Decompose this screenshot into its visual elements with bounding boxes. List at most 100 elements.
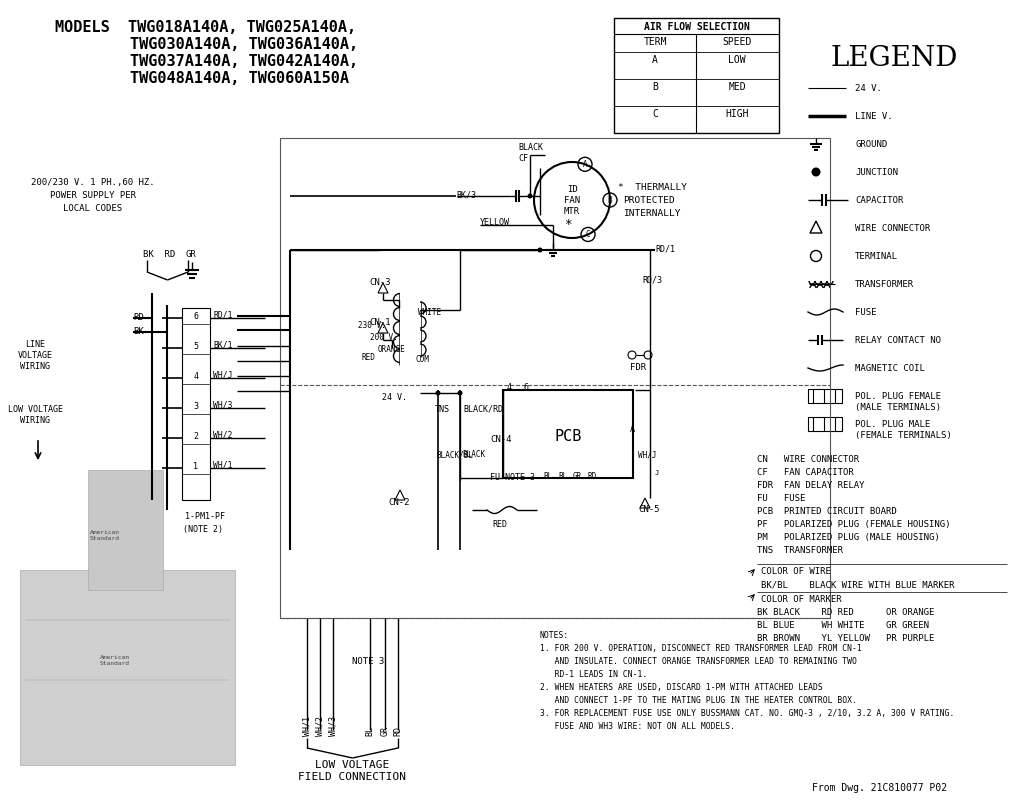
Text: RD: RD xyxy=(588,472,597,481)
Text: WH/1: WH/1 xyxy=(213,460,232,469)
Text: CF   FAN CAPACITOR: CF FAN CAPACITOR xyxy=(757,468,854,477)
Text: LOW: LOW xyxy=(728,55,745,65)
Text: AND CONNECT 1-PF TO THE MATING PLUG IN THE HEATER CONTROL BOX.: AND CONNECT 1-PF TO THE MATING PLUG IN T… xyxy=(540,696,857,705)
Text: GR: GR xyxy=(381,726,389,736)
Text: BLACK/BL: BLACK/BL xyxy=(436,450,473,459)
Text: BLACK: BLACK xyxy=(462,450,485,459)
Text: FU   FUSE: FU FUSE xyxy=(757,494,805,503)
Text: ORANGE: ORANGE xyxy=(378,345,406,354)
Text: 3. FOR REPLACEMENT FUSE USE ONLY BUSSMANN CAT. NO. GMQ-3 , 2/10, 3.2 A, 300 V RA: 3. FOR REPLACEMENT FUSE USE ONLY BUSSMAN… xyxy=(540,709,954,718)
Text: *  THERMALLY: * THERMALLY xyxy=(618,183,687,192)
Text: POWER SUPPLY PER: POWER SUPPLY PER xyxy=(50,191,136,200)
Bar xyxy=(614,18,779,133)
Text: PM   POLARIZED PLUG (MALE HOUSING): PM POLARIZED PLUG (MALE HOUSING) xyxy=(757,533,940,542)
Text: BK/3: BK/3 xyxy=(456,190,476,199)
Circle shape xyxy=(538,248,543,253)
Text: 24 V.: 24 V. xyxy=(382,393,407,402)
Text: WIRE CONNECTOR: WIRE CONNECTOR xyxy=(855,224,930,233)
Text: WH/2: WH/2 xyxy=(315,716,325,736)
Text: RD-1 LEADS IN CN-1.: RD-1 LEADS IN CN-1. xyxy=(540,670,647,679)
Text: RELAY CONTACT NO: RELAY CONTACT NO xyxy=(855,336,941,345)
Text: WH/1: WH/1 xyxy=(302,716,311,736)
Text: CAPACITOR: CAPACITOR xyxy=(855,196,903,205)
Text: 6: 6 xyxy=(524,383,529,392)
Text: C: C xyxy=(652,109,658,119)
Text: RED: RED xyxy=(492,520,507,529)
Text: American
Standard: American Standard xyxy=(100,655,130,666)
Text: TWG030A140A, TWG036A140A,: TWG030A140A, TWG036A140A, xyxy=(130,37,358,52)
Text: FDR: FDR xyxy=(630,363,646,372)
Text: WH/3: WH/3 xyxy=(213,400,232,409)
Text: C: C xyxy=(586,230,591,240)
Text: 6: 6 xyxy=(194,312,199,321)
Text: MED: MED xyxy=(728,82,745,92)
Text: RD/3: RD/3 xyxy=(642,276,662,285)
Bar xyxy=(20,570,234,765)
Text: MODELS  TWG018A140A, TWG025A140A,: MODELS TWG018A140A, TWG025A140A, xyxy=(55,20,356,35)
Text: WH/J: WH/J xyxy=(638,451,656,460)
Text: TRANSFORMER: TRANSFORMER xyxy=(855,280,914,289)
Text: 1: 1 xyxy=(194,462,199,471)
Text: 5: 5 xyxy=(194,342,199,351)
Text: FU NOTE 3: FU NOTE 3 xyxy=(490,473,535,482)
Text: *: * xyxy=(564,218,571,231)
Text: 3: 3 xyxy=(194,402,199,411)
Circle shape xyxy=(435,391,440,395)
Text: BK/1: BK/1 xyxy=(213,340,232,349)
Text: BK BLACK    RD RED      OR ORANGE: BK BLACK RD RED OR ORANGE xyxy=(757,608,934,617)
Text: 24 V.: 24 V. xyxy=(855,84,882,93)
Text: COLOR OF MARKER: COLOR OF MARKER xyxy=(761,595,842,604)
Bar xyxy=(280,138,830,618)
Text: GR: GR xyxy=(573,472,583,481)
Text: WH/2: WH/2 xyxy=(213,430,232,439)
Text: BLACK/RD: BLACK/RD xyxy=(463,405,503,414)
Text: COLOR OF WIRE: COLOR OF WIRE xyxy=(761,567,830,576)
Text: A: A xyxy=(652,55,658,65)
Text: CF: CF xyxy=(518,154,528,163)
Text: ID: ID xyxy=(566,185,578,194)
Text: MTR: MTR xyxy=(564,207,580,216)
Circle shape xyxy=(458,391,463,395)
Text: NOTES:: NOTES: xyxy=(540,631,569,640)
Text: GR: GR xyxy=(186,250,197,259)
Bar xyxy=(808,417,842,431)
Text: BR BROWN    YL YELLOW   PR PURPLE: BR BROWN YL YELLOW PR PURPLE xyxy=(757,634,934,643)
Text: PROTECTED: PROTECTED xyxy=(623,196,675,205)
Text: CN-5: CN-5 xyxy=(638,505,659,514)
Text: 1-PM: 1-PM xyxy=(185,512,205,521)
Text: HIGH: HIGH xyxy=(725,109,749,119)
Text: RD/1: RD/1 xyxy=(655,244,675,253)
Text: B: B xyxy=(607,196,612,205)
Text: BK/BL    BLACK WIRE WITH BLUE MARKER: BK/BL BLACK WIRE WITH BLUE MARKER xyxy=(761,580,954,589)
Text: RD/1: RD/1 xyxy=(213,310,232,319)
Text: CN-4: CN-4 xyxy=(490,435,512,444)
Text: PF   POLARIZED PLUG (FEMALE HOUSING): PF POLARIZED PLUG (FEMALE HOUSING) xyxy=(757,520,950,529)
Text: PCB  PRINTED CIRCUIT BOARD: PCB PRINTED CIRCUIT BOARD xyxy=(757,507,897,516)
Text: TNS  TRANSFORMER: TNS TRANSFORMER xyxy=(757,546,843,555)
Text: LEGEND: LEGEND xyxy=(830,45,957,72)
Text: 4: 4 xyxy=(194,372,199,381)
Text: (FEMALE TERMINALS): (FEMALE TERMINALS) xyxy=(855,431,951,440)
Text: FUSE: FUSE xyxy=(855,308,877,317)
Text: FDR  FAN DELAY RELAY: FDR FAN DELAY RELAY xyxy=(757,481,864,490)
Text: 200/230 V. 1 PH.,60 HZ.: 200/230 V. 1 PH.,60 HZ. xyxy=(31,178,155,187)
Text: B: B xyxy=(652,82,658,92)
Bar xyxy=(182,308,210,500)
Text: (MALE TERMINALS): (MALE TERMINALS) xyxy=(855,403,941,412)
Text: LINE V.: LINE V. xyxy=(855,112,893,121)
Text: A: A xyxy=(583,160,588,169)
Text: COM: COM xyxy=(415,355,429,364)
Text: POL. PLUG MALE: POL. PLUG MALE xyxy=(855,420,930,429)
Text: BK: BK xyxy=(133,327,143,336)
Text: 1. FOR 200 V. OPERATION, DISCONNECT RED TRANSFORMER LEAD FROM CN-1: 1. FOR 200 V. OPERATION, DISCONNECT RED … xyxy=(540,644,862,653)
Text: 2. WHEN HEATERS ARE USED, DISCARD 1-PM WITH ATTACHED LEADS: 2. WHEN HEATERS ARE USED, DISCARD 1-PM W… xyxy=(540,683,822,692)
Text: CN-2: CN-2 xyxy=(388,498,410,507)
Text: 2: 2 xyxy=(194,432,199,441)
Text: TWG048A140A, TWG060A150A: TWG048A140A, TWG060A150A xyxy=(130,71,349,86)
Text: LOCAL CODES: LOCAL CODES xyxy=(63,204,123,213)
Text: RD: RD xyxy=(393,726,402,736)
Text: WHITE: WHITE xyxy=(418,308,441,317)
Text: TERMINAL: TERMINAL xyxy=(855,252,898,261)
Text: 4: 4 xyxy=(507,383,512,392)
Text: FUSE AND WH3 WIRE: NOT ON ALL MODELS.: FUSE AND WH3 WIRE: NOT ON ALL MODELS. xyxy=(540,722,735,731)
